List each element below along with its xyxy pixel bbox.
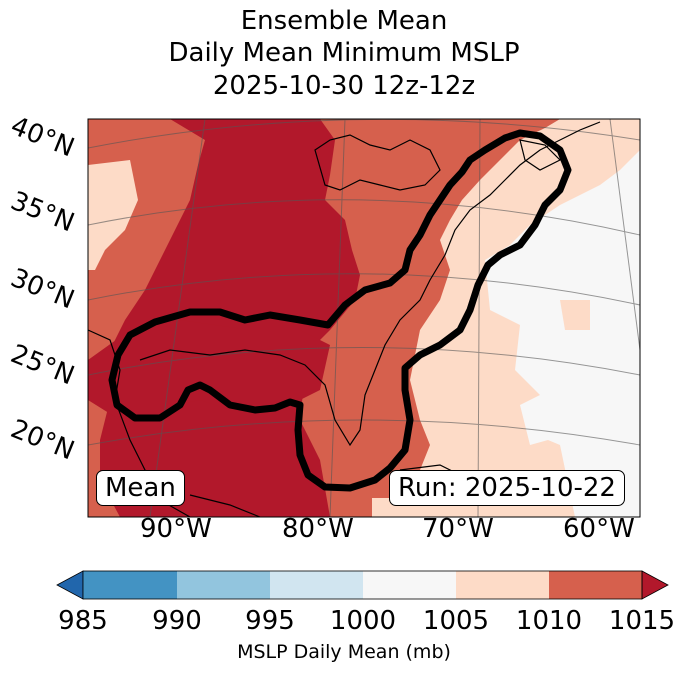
colorbar-extend-high	[641, 570, 669, 600]
colorbar-tick-1000: 1000	[329, 606, 397, 636]
lon-label-70: 70°W	[422, 514, 494, 544]
colorbar-bin-995-1000	[270, 571, 363, 599]
title-line-1: Ensemble Mean	[240, 6, 448, 36]
run-label-box: Run: 2025-10-22	[389, 470, 625, 506]
map-frame	[87, 118, 641, 518]
region-1015-plus-gulf	[88, 320, 330, 420]
colorbar-tick-990: 990	[152, 606, 202, 636]
lon-label-80: 80°W	[282, 514, 354, 544]
colorbar-bin-990-995	[177, 571, 270, 599]
title-line-3: 2025-10-30 12z-12z	[212, 71, 476, 101]
title-line-2: Daily Mean Minimum MSLP	[168, 38, 520, 68]
colorbar-label: MSLP Daily Mean (mb)	[237, 641, 451, 663]
region-1005-1010-west	[88, 160, 138, 270]
colorbar-bin-985-990	[83, 571, 177, 599]
region-1005-1010-patch	[560, 300, 590, 330]
colorbar-tick-1005: 1005	[422, 606, 490, 636]
contour-outline	[108, 129, 572, 492]
colorbar-tick-985: 985	[58, 606, 108, 636]
colorbar-bin-1010-1015	[549, 571, 642, 599]
mean-label-box: Mean	[96, 470, 185, 506]
lon-label-90: 90°W	[140, 514, 212, 544]
colorbar-extend-low	[56, 570, 84, 600]
colorbar-tick-995: 995	[245, 606, 295, 636]
colorbar-tick-1015: 1015	[608, 606, 676, 636]
colorbar-bin-1000-1005	[363, 571, 456, 599]
colorbar-bin-1005-1010	[456, 571, 549, 599]
colorbar-tick-1010: 1010	[515, 606, 583, 636]
lon-label-60: 60°W	[563, 514, 635, 544]
